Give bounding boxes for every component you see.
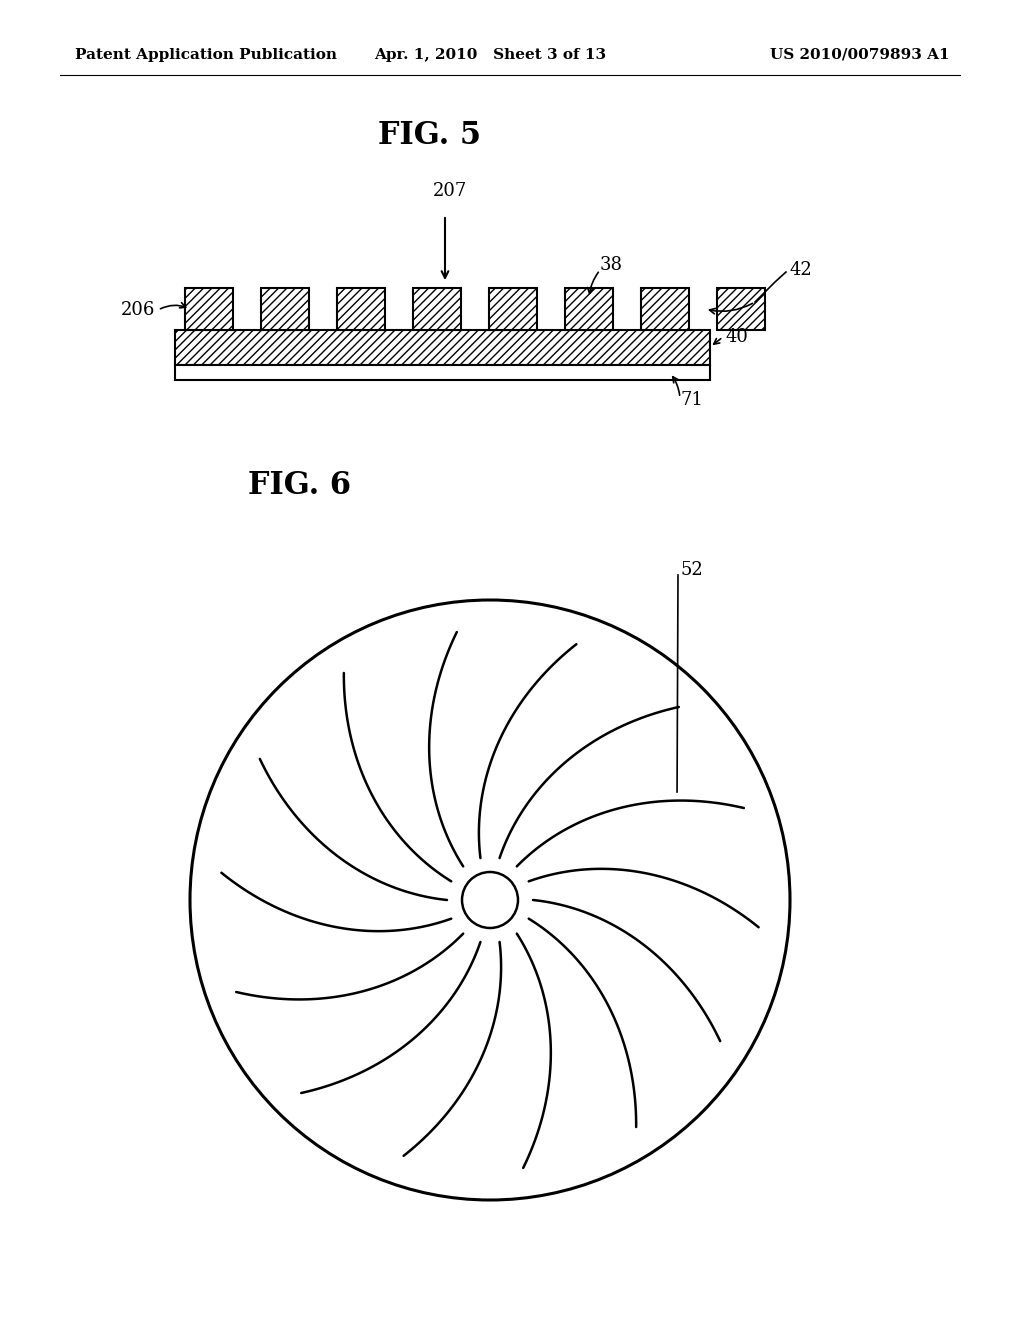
Ellipse shape xyxy=(462,873,518,928)
Text: 71: 71 xyxy=(680,391,702,409)
Text: 42: 42 xyxy=(790,261,813,279)
Bar xyxy=(641,288,689,330)
Ellipse shape xyxy=(190,601,790,1200)
Bar xyxy=(261,288,309,330)
Text: 52: 52 xyxy=(680,561,702,579)
Bar xyxy=(489,288,537,330)
Text: 207: 207 xyxy=(433,182,467,201)
Text: 206: 206 xyxy=(121,301,155,319)
Text: FIG. 6: FIG. 6 xyxy=(249,470,351,500)
Text: 40: 40 xyxy=(725,327,748,346)
Text: US 2010/0079893 A1: US 2010/0079893 A1 xyxy=(770,48,950,62)
Bar xyxy=(175,330,710,366)
Bar xyxy=(413,288,461,330)
Bar xyxy=(261,288,309,330)
Text: 38: 38 xyxy=(600,256,623,275)
Text: Apr. 1, 2010   Sheet 3 of 13: Apr. 1, 2010 Sheet 3 of 13 xyxy=(374,48,606,62)
Bar xyxy=(641,288,689,330)
Bar xyxy=(185,288,233,330)
Bar xyxy=(337,288,385,330)
Text: FIG. 5: FIG. 5 xyxy=(379,120,481,150)
Bar xyxy=(175,366,710,380)
Bar xyxy=(565,288,613,330)
Bar xyxy=(413,288,461,330)
Bar xyxy=(185,288,233,330)
Bar xyxy=(565,288,613,330)
Bar xyxy=(489,288,537,330)
Bar xyxy=(175,330,710,366)
Bar xyxy=(717,288,765,330)
Bar xyxy=(337,288,385,330)
Text: Patent Application Publication: Patent Application Publication xyxy=(75,48,337,62)
Bar xyxy=(717,288,765,330)
